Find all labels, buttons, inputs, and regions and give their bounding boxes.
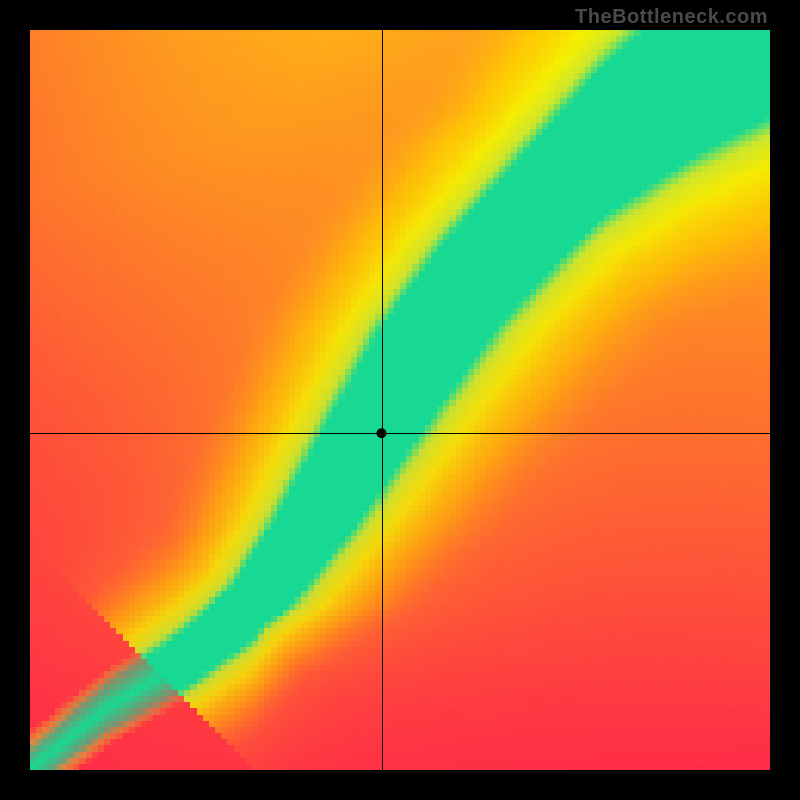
chart-container: TheBottleneck.com xyxy=(0,0,800,800)
crosshair-overlay xyxy=(30,30,770,770)
watermark-text: TheBottleneck.com xyxy=(575,6,768,29)
heatmap-plot xyxy=(30,30,770,770)
